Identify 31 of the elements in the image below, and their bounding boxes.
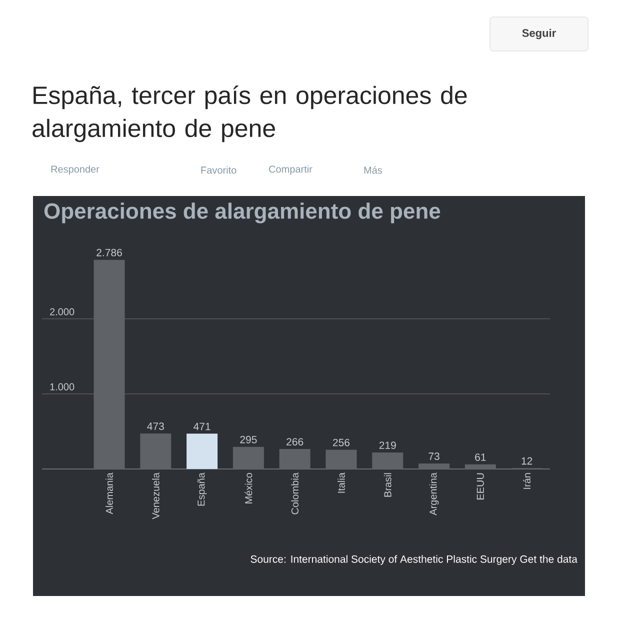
data-label: 295 [240, 436, 257, 444]
data-label: 473 [147, 422, 164, 430]
x-tick-label: Alemania [106, 472, 113, 514]
data-label: 73 [428, 452, 440, 460]
x-tick-label: México [244, 472, 252, 504]
data-label: 12 [522, 457, 532, 465]
y-tick-label: 2.000 [50, 308, 74, 316]
x-tick-label: Irán [523, 473, 531, 489]
chart-title: Operaciones de alargamiento de pene [44, 202, 440, 224]
x-tick-label: Italia [338, 472, 345, 493]
x-tick-label: Venezuela [152, 472, 160, 520]
data-label: 2.786 [96, 248, 122, 256]
data-label: 219 [379, 442, 396, 450]
text: Compartir [269, 165, 312, 175]
y-tick-label: 1.000 [50, 383, 74, 390]
x-tick-label: Colombia [291, 472, 299, 514]
text: Get the data [520, 555, 578, 563]
data-label: 266 [286, 438, 304, 446]
x-tick-label: Brasil [384, 473, 392, 497]
text: Favorito [201, 166, 236, 174]
text: Más [364, 166, 382, 174]
data-label: 471 [194, 422, 210, 430]
text: Seguir [522, 28, 556, 40]
x-tick-label: EEUU [476, 473, 484, 500]
source-note: Source: International Society of Aesthetic Plastic Surgery [250, 555, 517, 565]
x-tick-label: España [197, 472, 207, 506]
text: Responder [51, 165, 100, 175]
x-tick-label: Argentina [429, 472, 439, 516]
data-label: 61 [475, 453, 486, 461]
data-label: 256 [333, 438, 350, 446]
text: España, tercer país en operaciones de alargamiento de pene [32, 86, 467, 142]
